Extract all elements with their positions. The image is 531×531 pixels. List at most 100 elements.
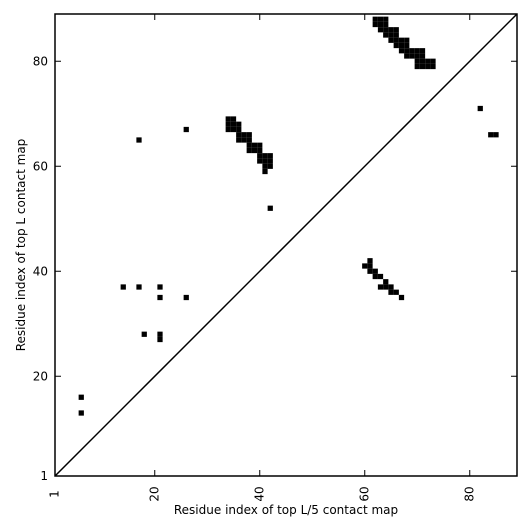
contact-marker — [493, 132, 499, 138]
contact-marker — [398, 42, 405, 49]
contact-marker — [404, 42, 410, 49]
contact-marker — [267, 163, 273, 169]
contact-marker — [225, 126, 231, 133]
contact-marker — [236, 132, 242, 138]
contact-marker — [393, 42, 399, 49]
contact-marker — [262, 158, 268, 164]
y-tick-label: 80 — [33, 54, 48, 68]
contact-marker — [257, 147, 263, 154]
contact-marker — [236, 137, 242, 143]
plot-frame — [54, 13, 518, 477]
contact-marker — [241, 132, 247, 138]
y-tick-label: 1 — [40, 469, 48, 483]
contact-marker — [267, 205, 273, 211]
contact-marker — [377, 273, 384, 280]
contact-marker — [241, 137, 247, 143]
x-tick-label: 80 — [462, 486, 476, 501]
y-tick-label: 20 — [33, 369, 48, 383]
contact-marker — [383, 27, 389, 33]
x-tick-label: 60 — [357, 486, 371, 501]
x-tick-label: 20 — [147, 486, 161, 501]
contact-marker — [262, 153, 268, 159]
contact-marker — [157, 336, 163, 343]
contact-marker — [236, 126, 242, 133]
y-tick-label: 40 — [33, 264, 48, 278]
contact-marker — [230, 126, 237, 133]
contact-marker — [419, 48, 426, 54]
contact-marker — [404, 48, 410, 54]
contact-marker — [393, 32, 399, 38]
y-axis-ticks: 1 20 40 60 80 — [33, 54, 517, 483]
contact-marker — [398, 37, 405, 43]
contact-marker — [404, 37, 410, 43]
contact-marker — [257, 153, 263, 159]
contact-marker — [141, 331, 147, 337]
contact-marker — [251, 142, 258, 148]
contact-marker — [267, 153, 273, 159]
contact-marker — [78, 410, 84, 416]
contact-marker — [425, 58, 431, 64]
contact-marker — [367, 263, 373, 269]
contact-marker — [367, 258, 373, 264]
contact-marker — [388, 289, 394, 295]
contact-marker — [383, 284, 389, 290]
contact-marker — [377, 16, 384, 22]
contact-marker — [383, 16, 389, 22]
contact-marker — [393, 37, 399, 43]
x-axis-ticks: 1 20 40 60 80 — [48, 14, 476, 502]
contact-marker — [383, 21, 389, 28]
contact-marker — [419, 53, 426, 59]
contact-markers — [78, 16, 499, 416]
contact-marker — [78, 394, 84, 400]
contact-marker — [488, 132, 494, 138]
contact-marker — [414, 58, 420, 64]
x-tick-label: 40 — [252, 486, 266, 501]
contact-marker — [404, 53, 410, 59]
contact-marker — [377, 284, 384, 290]
contact-marker — [377, 27, 384, 33]
contact-marker — [430, 63, 436, 70]
contact-marker — [414, 48, 420, 54]
contact-marker — [246, 132, 252, 138]
contact-marker — [393, 289, 399, 295]
contact-marker — [183, 126, 189, 133]
contact-marker — [414, 63, 420, 70]
contact-marker — [425, 63, 431, 70]
x-axis-title: Residue index of top L/5 contact map — [174, 503, 398, 517]
x-tick-label: 1 — [48, 490, 62, 498]
contact-marker — [157, 294, 163, 301]
contact-marker — [246, 142, 252, 148]
contact-marker — [372, 273, 378, 280]
contact-marker — [230, 121, 237, 127]
contact-marker — [136, 284, 142, 290]
contact-marker — [388, 32, 394, 38]
contact-marker — [372, 21, 378, 28]
contact-marker — [157, 331, 163, 337]
contact-marker — [225, 121, 231, 127]
contact-marker — [409, 53, 415, 59]
contact-marker — [230, 116, 237, 122]
contact-marker — [377, 21, 384, 28]
contact-marker — [409, 48, 415, 54]
contact-marker — [414, 53, 420, 59]
contact-marker — [383, 279, 389, 285]
contact-marker — [362, 263, 368, 269]
contact-marker — [477, 105, 483, 112]
contact-marker — [267, 158, 273, 164]
contact-marker — [251, 147, 258, 154]
y-axis-title: Residue index of top L contact map — [14, 139, 28, 352]
contact-marker — [262, 163, 268, 169]
contact-marker — [136, 137, 142, 143]
y-tick-label: 60 — [33, 159, 48, 173]
contact-marker — [236, 121, 242, 127]
contact-marker — [419, 58, 426, 64]
contact-marker — [225, 116, 231, 122]
contact-marker — [257, 158, 263, 164]
contact-marker — [430, 58, 436, 64]
contact-marker — [257, 142, 263, 148]
contact-marker — [398, 48, 405, 54]
contact-marker — [372, 16, 378, 22]
contact-marker — [246, 147, 252, 154]
contact-marker — [120, 284, 126, 290]
